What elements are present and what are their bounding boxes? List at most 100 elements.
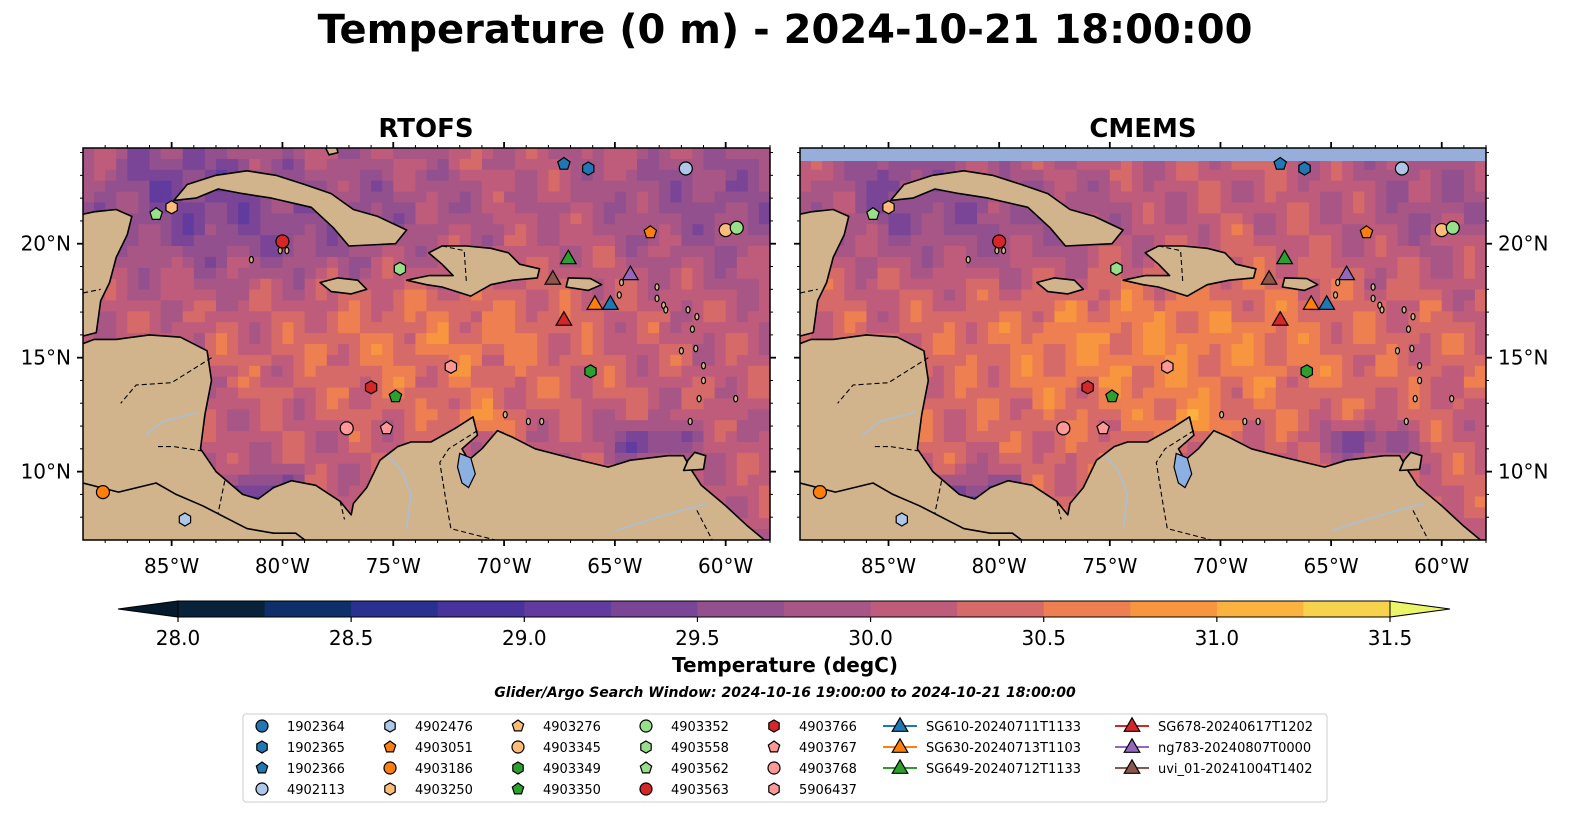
argo-float-4902476 — [895, 512, 909, 527]
colorbar-bin — [437, 601, 525, 617]
legend-marker-4903349 — [512, 761, 524, 775]
argo-float-4902113 — [678, 161, 693, 176]
country-border — [696, 510, 713, 540]
legend-label: 4903562 — [671, 762, 729, 777]
legend-label: 4903767 — [799, 741, 857, 756]
glider-SG649-20240712T1133 — [559, 249, 578, 265]
small-island — [700, 361, 707, 370]
small-island — [618, 278, 625, 287]
map-panel-rtofs: RTOFS 85°W 80°W 75°W 70°W 65°W 60°W 10°N 15°N 20… — [21, 114, 776, 578]
country-border — [873, 446, 920, 452]
small-island — [694, 312, 700, 321]
y-tick-label: 10°N — [1498, 460, 1548, 484]
small-island — [685, 305, 691, 314]
legend-label: 4903051 — [415, 741, 473, 756]
small-island — [654, 283, 660, 291]
legend-marker-uvi_01-20241004T1402 — [1123, 758, 1141, 774]
panel-title-rtofs: RTOFS — [378, 114, 473, 144]
argo-float-4903562 — [866, 206, 880, 220]
colorbar-bin — [351, 601, 439, 617]
small-island — [1218, 410, 1225, 419]
figure-title: Temperature (0 m) - 2024-10-21 18:00:00 — [318, 7, 1253, 53]
land-trinidad — [682, 451, 707, 472]
legend-label: 5906437 — [799, 783, 857, 798]
map-frame — [82, 147, 771, 541]
small-island — [1370, 294, 1376, 303]
river — [388, 455, 412, 529]
x-tick-label: 75°W — [1082, 554, 1137, 578]
land-yucatan — [800, 208, 850, 337]
colorbar-bin — [1216, 601, 1304, 617]
legend-marker-4903767 — [767, 740, 781, 753]
glider-ng783-20240807T0000 — [621, 264, 640, 281]
argo-float-4903250 — [882, 200, 895, 215]
small-island — [1410, 312, 1416, 321]
argo-float-4903563 — [992, 234, 1007, 249]
glider-ng783-20240807T0000 — [1337, 264, 1356, 281]
legend-marker-4903186 — [383, 761, 397, 775]
argo-float-5906437 — [1161, 359, 1174, 374]
land-jamaica — [1036, 277, 1085, 295]
colorbar-bin — [178, 601, 266, 617]
argo-float-4903562 — [149, 206, 164, 220]
legend-label: 4903558 — [671, 741, 729, 756]
colorbar-bin — [697, 601, 785, 617]
argo-float-1902365 — [1298, 161, 1311, 176]
legend-marker-4903563 — [639, 782, 653, 796]
country-border — [934, 480, 943, 513]
legend-label: 4902113 — [287, 783, 345, 798]
legend-label: SG649-20240712T1133 — [926, 762, 1081, 777]
legend-label: 4903563 — [671, 783, 729, 798]
country-border — [1158, 245, 1184, 283]
colorbar-bin — [870, 601, 958, 617]
argo-float-4903051 — [643, 225, 658, 239]
small-island — [539, 417, 545, 426]
legend-marker-1902364 — [255, 719, 269, 733]
small-island — [1401, 305, 1407, 314]
small-island — [678, 346, 685, 355]
glider-uvi_01-20241004T1402 — [1260, 269, 1278, 285]
legend-label: 4903186 — [415, 762, 473, 777]
argo-float-4902113 — [1394, 161, 1410, 176]
argo-float-4903767 — [1096, 421, 1111, 435]
argo-float-4903186 — [812, 485, 828, 500]
legend-marker-4903276 — [511, 719, 525, 732]
small-island — [1255, 417, 1261, 426]
legend-marker-1902365 — [256, 740, 268, 754]
argo-float-1902366 — [556, 156, 571, 170]
small-island — [284, 246, 290, 255]
map-frame — [799, 147, 1487, 541]
panel-title-cmems: CMEMS — [1089, 114, 1196, 144]
argo-float-4903349 — [1300, 364, 1314, 379]
colorbar-bin — [524, 601, 612, 617]
land-cuba — [173, 170, 408, 247]
legend-label: 4903349 — [543, 762, 601, 777]
lake-maracaibo — [456, 452, 476, 489]
small-island — [248, 255, 254, 264]
y-tick-label: 20°N — [21, 232, 71, 256]
argo-float-4903350 — [388, 389, 403, 403]
country-border — [800, 288, 818, 294]
legend-marker-4903562 — [639, 761, 653, 774]
argo-float-4903352 — [1445, 220, 1460, 235]
argo-float-1902366 — [1273, 156, 1288, 170]
x-tick-label: 85°W — [144, 554, 199, 578]
argo-float-5906437 — [444, 359, 458, 374]
land-pacific — [83, 482, 307, 540]
legend-marker-5906437 — [768, 782, 780, 796]
x-tick-label: 60°W — [1414, 554, 1469, 578]
small-island — [1335, 278, 1341, 287]
colorbar-bin — [264, 601, 352, 617]
colorbar-under-extension — [117, 600, 179, 618]
argo-float-4903349 — [584, 364, 597, 379]
legend-marker-SG649-20240712T1133 — [891, 758, 909, 774]
land-hispaniola — [1122, 245, 1257, 297]
colorbar-bin — [784, 601, 872, 617]
small-island — [733, 394, 739, 403]
small-island — [693, 344, 699, 353]
country-border — [439, 430, 496, 540]
legend-label: 4903350 — [543, 783, 601, 798]
small-island — [687, 417, 693, 426]
glider-SG610-20240711T1133 — [601, 294, 620, 310]
small-island — [1332, 291, 1339, 299]
